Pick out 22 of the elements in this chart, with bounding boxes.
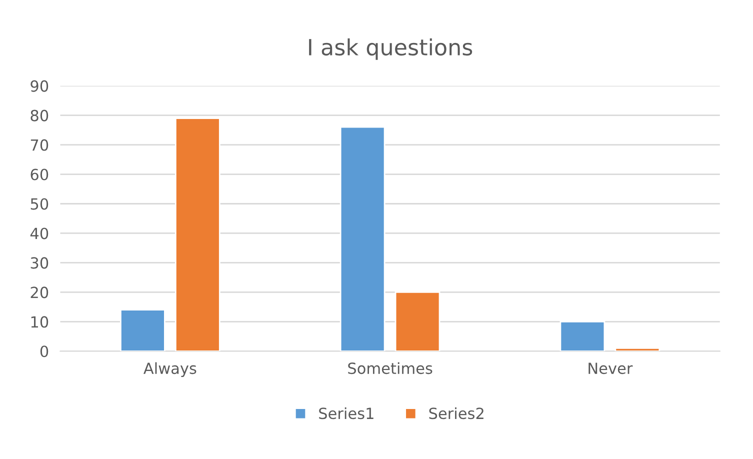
y-tick-label: 30 [30, 257, 48, 269]
legend-label: Series2 [429, 407, 484, 420]
bar [614, 347, 660, 352]
x-tick-label: Never [588, 362, 633, 374]
bar [394, 291, 440, 352]
bar [560, 320, 606, 352]
y-tick-label: 10 [31, 316, 48, 328]
y-tick-label: 0 [40, 346, 48, 358]
y-tick-label: 40 [30, 228, 48, 240]
y-tick-label: 50 [30, 198, 48, 210]
chart-title: I ask questions [309, 38, 472, 60]
bar [120, 309, 166, 352]
legend-label: Series1 [319, 407, 374, 420]
y-tick-label: 20 [30, 286, 48, 298]
x-tick-label: Always [144, 362, 196, 378]
y-tick-label: 80 [30, 110, 48, 122]
bar [340, 126, 386, 352]
bar [174, 118, 220, 352]
y-tick-label: 90 [30, 80, 48, 92]
y-tick-label: 60 [30, 168, 48, 180]
y-tick-label: 70 [30, 139, 48, 151]
x-tick-label: Sometimes [348, 362, 432, 374]
